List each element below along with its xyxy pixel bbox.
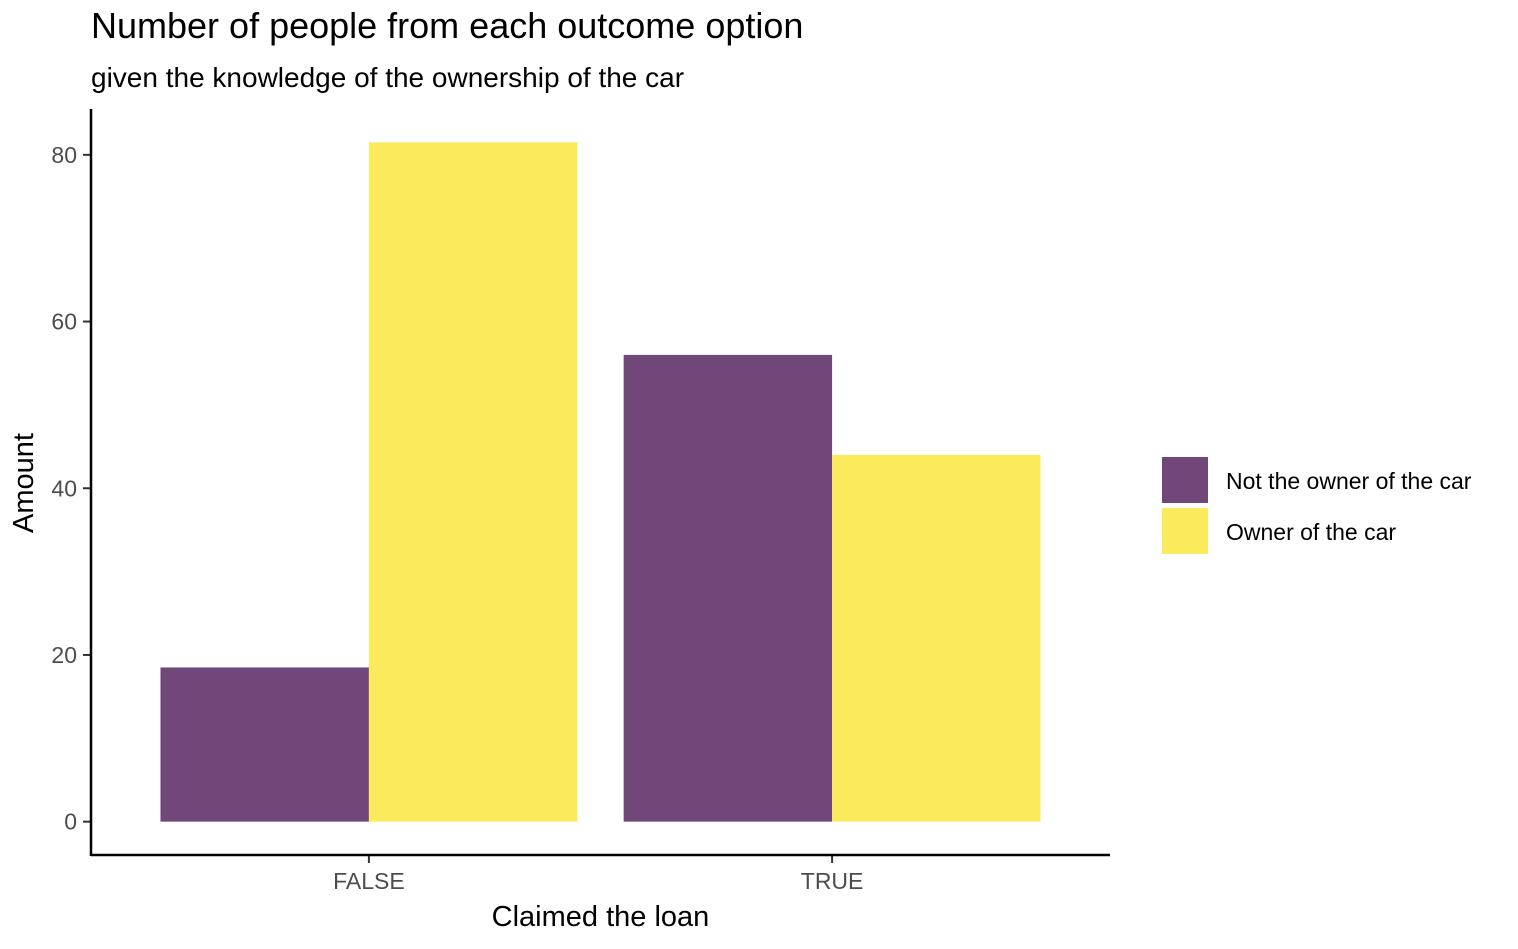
y-axis-ticks: 0 20 40 60 80 <box>51 142 91 835</box>
y-tick-label: 60 <box>51 309 77 335</box>
y-tick-label: 40 <box>51 475 77 501</box>
legend-label-series-1: Owner of the car <box>1226 519 1396 545</box>
chart-subtitle: given the knowledge of the ownership of … <box>91 62 684 93</box>
x-tick-label: FALSE <box>333 868 405 894</box>
x-axis-title: Claimed the loan <box>492 901 710 933</box>
y-tick-label: 0 <box>64 809 77 835</box>
x-tick-label: TRUE <box>801 868 864 894</box>
legend-key-series-0 <box>1162 457 1208 503</box>
legend-label-series-0: Not the owner of the car <box>1226 468 1472 494</box>
chart-title: Number of people from each outcome optio… <box>91 5 803 46</box>
y-tick-label: 80 <box>51 142 77 168</box>
bar-true-series-0 <box>623 354 833 822</box>
bar-false-series-1 <box>368 142 578 822</box>
bars-layer <box>160 142 1041 822</box>
legend: Not the owner of the car Owner of the car <box>1162 457 1472 554</box>
legend-key-series-1 <box>1162 508 1208 554</box>
x-axis-ticks: FALSE TRUE <box>333 855 863 894</box>
y-axis-title: Amount <box>8 433 40 533</box>
bar-false-series-0 <box>160 667 369 822</box>
bar-true-series-1 <box>832 454 1041 822</box>
y-tick-label: 20 <box>51 642 77 668</box>
